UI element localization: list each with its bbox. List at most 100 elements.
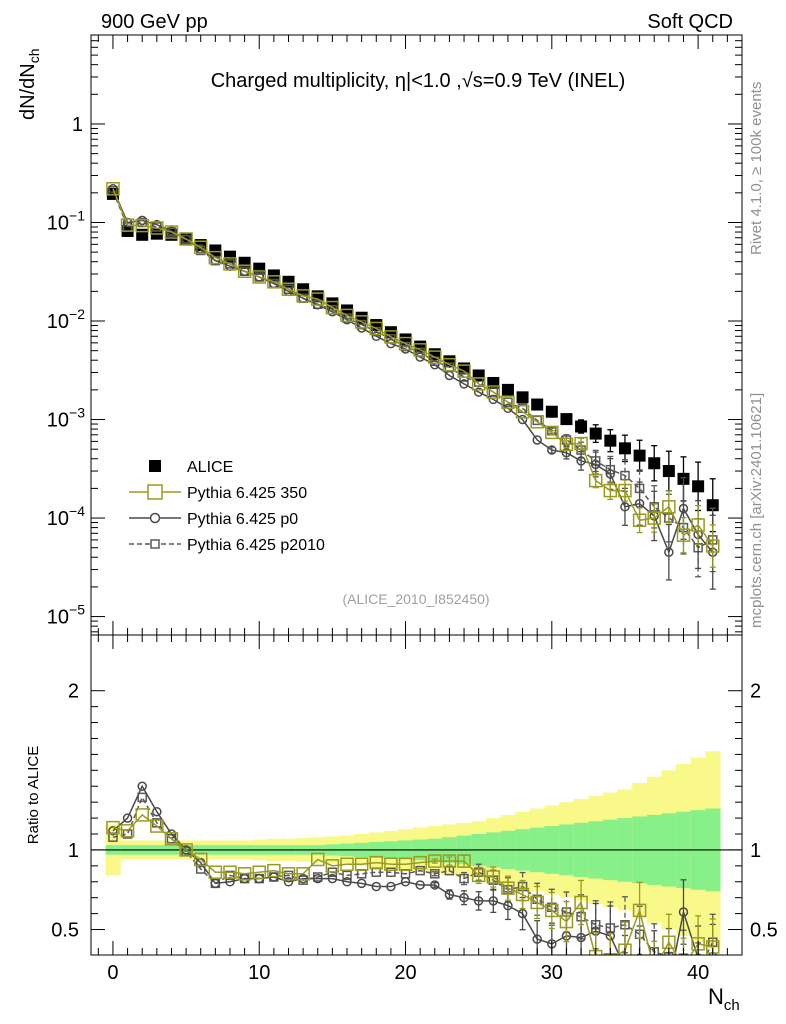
ratio-x-ticks: 0 10 20 30 40 [97,635,743,984]
py350-ratio-point [208,865,223,879]
x-axis-label-sub: ch [724,997,740,1014]
p0-point [664,547,674,557]
legend-marker-p0 [149,512,161,524]
p0-ratio-point [298,873,308,884]
alice-point [633,449,646,462]
py350-ratio-point [296,867,310,881]
p0-point [547,445,557,455]
main-y-tick-label: 10−2 [47,306,85,333]
py350-line [112,188,714,547]
main-plot-area [106,182,720,590]
p0-point [239,266,250,276]
p0-ratio-point [459,892,469,903]
py350-point [179,232,193,246]
p0-point [620,502,630,512]
main-x-ticks [97,35,743,635]
ratio-y-ticks: 0.5 0.5 1 1 2 2 [51,681,778,942]
alice-point [531,398,544,411]
py350-point [588,473,603,488]
p0-ratio-point [239,873,250,884]
alice-point [662,465,675,478]
p0-ratio-point [503,900,513,911]
py350-ratio-point [106,820,120,835]
p0-point [430,359,440,370]
p2010-ratio-point [459,873,469,884]
header-left: 900 GeV pp [101,11,208,33]
py350-ratio-point [442,854,457,868]
py350-point [632,513,647,527]
py350-point [545,425,559,440]
p0-ratio-point [356,878,367,889]
p2010-point [503,397,513,407]
p0-point [415,352,425,362]
py350-point [223,257,237,271]
p2010-ratio-point [386,867,396,877]
p0-point [444,370,455,381]
p0-ratio-point [108,826,118,836]
alice-point [604,434,617,447]
legend-label: Pythia 6.425 350 [187,485,307,502]
py350-ratio-point [471,868,486,883]
py350-ratio-point [135,808,149,822]
legend-label: ALICE [187,459,233,476]
alice-point [545,405,558,418]
p0-ratio-point [650,959,658,967]
py350-point [208,250,223,265]
py350-point [354,315,369,329]
py350-point [676,528,691,542]
py350-point [574,436,588,451]
main-y-tick-mantissa: 10 [47,212,69,234]
py350-point [120,218,135,232]
py350-point [515,404,530,419]
main-y-label: dN/dNch [17,49,42,121]
py350-point [428,350,442,364]
py350-point [325,300,340,315]
py350-ratio-point [486,870,501,884]
ratio-y-tick-label: 1 [68,840,79,862]
alice-point [618,442,631,455]
py350-point [252,270,266,284]
alice-point [589,427,602,440]
main-y-label-main: dN/dN [17,63,39,120]
p0-point [590,459,601,470]
ratio-panel: 0.5 0.5 1 1 2 2 0 10 20 30 40 Ratio to ALICE Nch [25,634,778,1014]
py350-ratio-point [164,832,179,846]
p2010-ratio-point [430,869,440,879]
p0-ratio-point [137,781,147,791]
p0-ratio-point [415,880,425,890]
main-y-tick-mantissa: 10 [47,607,69,629]
py350-point [501,395,515,409]
main-y-tick-exponent: −5 [69,602,85,618]
x-tick-label: 20 [394,962,416,984]
py350-point [442,357,457,372]
p0-point [517,414,528,425]
p2010-ratio-point [342,870,352,881]
p0-ratio-point [665,981,673,989]
p2010-line [112,190,714,549]
py350-point [413,343,427,357]
alice-point [209,244,222,257]
legend: ALICE Pythia 6.425 350 Pythia 6.425 p0 Pyth… [129,459,325,554]
p0-ratio-point [327,873,338,884]
py350-point [267,275,281,289]
alice-point [136,228,149,241]
py350-point [559,437,574,452]
x-tick-label: 10 [248,962,270,984]
py350-ratio-point [457,854,471,868]
legend-marker-p2010 [150,539,160,549]
side-label-top: Rivet 4.1.0, ≥ 100k events [748,82,765,255]
py350-ratio-point [179,843,193,857]
main-y-tick-exponent: −1 [69,207,85,223]
py350-ratio-point [193,852,208,867]
py350-ratio-point [311,852,325,867]
main-y-tick-label: 1 [72,114,83,136]
main-y-tick-label: 10−1 [47,207,85,234]
x-tick-label: 30 [541,962,563,984]
x-tick-label: 40 [687,962,709,984]
py350-ratio-point [648,963,660,975]
main-y-tick-mantissa: 10 [47,410,69,432]
py350-point [618,483,632,498]
py350-ratio-point [340,857,354,872]
py350-ratio-point [603,953,618,955]
p0-point [137,215,147,226]
